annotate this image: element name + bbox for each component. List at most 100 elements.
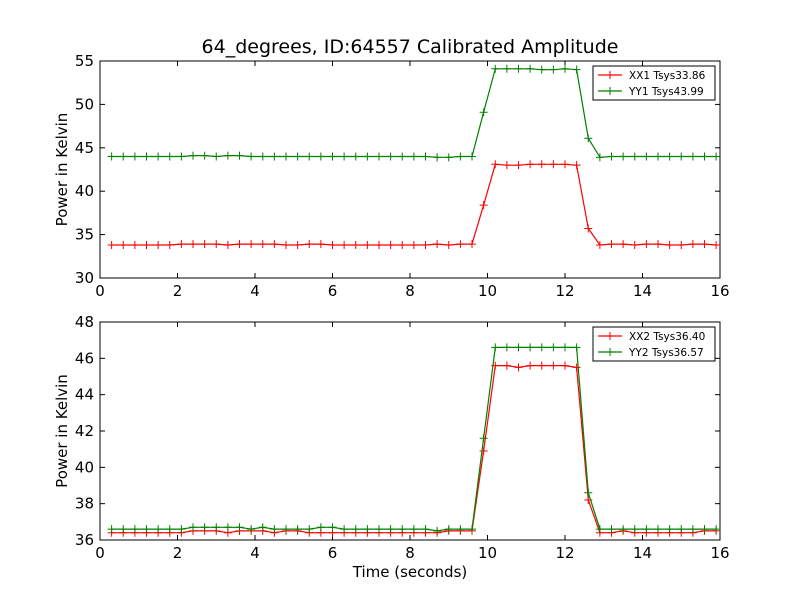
data-point	[165, 241, 174, 250]
data-point	[398, 241, 407, 250]
data-point	[619, 240, 628, 249]
legend-box	[592, 65, 716, 101]
data-point	[688, 152, 697, 161]
data-point	[340, 152, 349, 161]
data-point	[595, 525, 604, 534]
x-tick-label: 0	[95, 544, 105, 562]
data-point	[561, 160, 569, 169]
data-point	[502, 343, 511, 352]
data-point	[479, 446, 488, 455]
y-tick-label: 40	[75, 182, 94, 200]
data-point	[142, 241, 151, 250]
data-point	[107, 241, 116, 250]
data-point	[142, 525, 151, 534]
data-point	[665, 152, 674, 161]
data-point	[537, 343, 546, 352]
data-point	[468, 525, 476, 534]
data-point	[677, 525, 686, 534]
legend-box	[592, 326, 716, 362]
data-point	[502, 361, 511, 370]
y-axis-label: Power in Kelvin	[53, 113, 71, 227]
x-tick-label: 12	[555, 282, 574, 300]
data-point	[107, 152, 116, 161]
data-point	[200, 240, 209, 249]
data-point	[119, 241, 128, 250]
legend-item: YY2 Tsys36.57	[598, 347, 704, 359]
data-point	[537, 65, 546, 74]
y-tick-label: 38	[75, 495, 94, 513]
data-point	[421, 241, 430, 250]
data-point	[154, 525, 163, 534]
data-point	[247, 240, 256, 249]
data-point	[351, 152, 360, 161]
data-point	[270, 240, 279, 249]
data-point	[177, 240, 186, 249]
data-point	[433, 153, 442, 162]
data-point	[421, 152, 430, 161]
data-point	[607, 152, 616, 161]
data-point	[351, 241, 360, 250]
data-point	[282, 241, 290, 250]
x-tick-label: 6	[328, 282, 338, 300]
data-point	[247, 525, 256, 534]
x-tick-label: 8	[405, 544, 415, 562]
data-point	[177, 152, 186, 161]
data-point	[293, 241, 302, 250]
data-point	[654, 240, 662, 249]
data-point	[398, 525, 407, 534]
x-tick-label: 4	[250, 282, 260, 300]
data-point	[654, 152, 662, 161]
data-point	[223, 151, 232, 160]
data-point	[549, 361, 558, 370]
data-point	[677, 152, 686, 161]
data-point	[409, 525, 418, 534]
data-point	[607, 525, 616, 534]
y-tick-label: 45	[75, 139, 94, 157]
legend: XX1 Tsys33.86 YY1 Tsys43.99	[592, 65, 716, 101]
data-point	[316, 240, 325, 249]
data-point	[491, 64, 500, 73]
data-point	[316, 523, 325, 532]
data-point	[630, 241, 639, 250]
data-point	[235, 240, 244, 249]
x-axis-label: Time (seconds)	[352, 563, 468, 581]
data-point	[386, 525, 395, 534]
y-tick-label: 55	[75, 52, 94, 70]
data-point	[258, 523, 267, 532]
legend-item: YY1 Tsys43.99	[598, 86, 704, 98]
data-point	[549, 65, 558, 74]
data-point	[561, 64, 569, 73]
data-point	[537, 160, 546, 169]
data-point	[212, 240, 221, 249]
data-point	[270, 152, 279, 161]
data-point	[630, 525, 639, 534]
data-point	[677, 241, 686, 250]
legend-item: XX1 Tsys33.86	[598, 70, 706, 82]
data-point	[247, 152, 256, 161]
data-point	[282, 525, 290, 534]
y-tick-label: 40	[75, 458, 94, 476]
data-point	[200, 523, 209, 532]
data-point	[258, 152, 267, 161]
x-tick-label: 4	[250, 544, 260, 562]
data-point	[375, 241, 383, 250]
legend: XX2 Tsys36.40 YY2 Tsys36.57	[592, 326, 716, 362]
data-point	[642, 240, 651, 249]
series-2	[107, 64, 721, 162]
data-point	[537, 361, 546, 370]
x-tick-label: 6	[328, 544, 338, 562]
y-tick-label: 42	[75, 422, 94, 440]
data-point	[468, 240, 476, 249]
data-point	[189, 523, 197, 532]
data-point	[340, 525, 349, 534]
data-point	[189, 240, 197, 249]
data-point	[433, 526, 442, 535]
data-point	[572, 363, 581, 372]
data-point	[130, 525, 139, 534]
data-point	[363, 241, 372, 250]
x-tick-label: 2	[173, 544, 183, 562]
series-2	[107, 343, 721, 535]
chart-title: 64_degrees, ID:64557 Calibrated Amplitud…	[202, 36, 619, 58]
data-point	[444, 153, 453, 162]
